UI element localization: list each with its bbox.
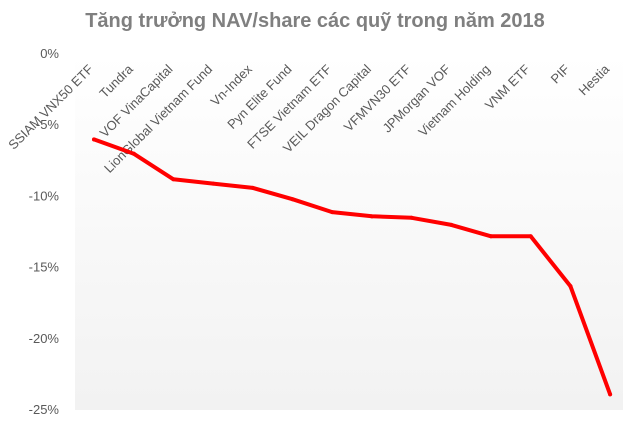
data-point [171, 177, 176, 182]
series-line [92, 137, 613, 397]
series-layer [92, 137, 613, 397]
chart-title: Tăng trưởng NAV/share các quỹ trong năm … [85, 10, 545, 32]
y-tick-label: -15% [29, 260, 60, 275]
data-point [92, 137, 96, 142]
data-point [290, 197, 295, 202]
data-point [489, 234, 493, 239]
data-point [528, 234, 533, 239]
data-point [369, 214, 374, 219]
data-point [330, 210, 335, 215]
data-point [608, 392, 613, 397]
data-point [211, 181, 216, 186]
data-point [131, 151, 136, 156]
data-point [568, 284, 573, 289]
data-point [449, 222, 454, 227]
plot-area-background [75, 54, 623, 410]
y-tick-label: -25% [29, 402, 60, 417]
y-axis-ticks: 0% -5% -10% -15% -20% -25% [29, 46, 60, 417]
y-tick-label: -10% [29, 188, 60, 203]
y-tick-label: -20% [29, 331, 60, 346]
data-point [250, 185, 255, 190]
y-tick-label: -5% [36, 117, 60, 132]
y-tick-label: 0% [40, 46, 59, 61]
data-point [409, 215, 414, 220]
